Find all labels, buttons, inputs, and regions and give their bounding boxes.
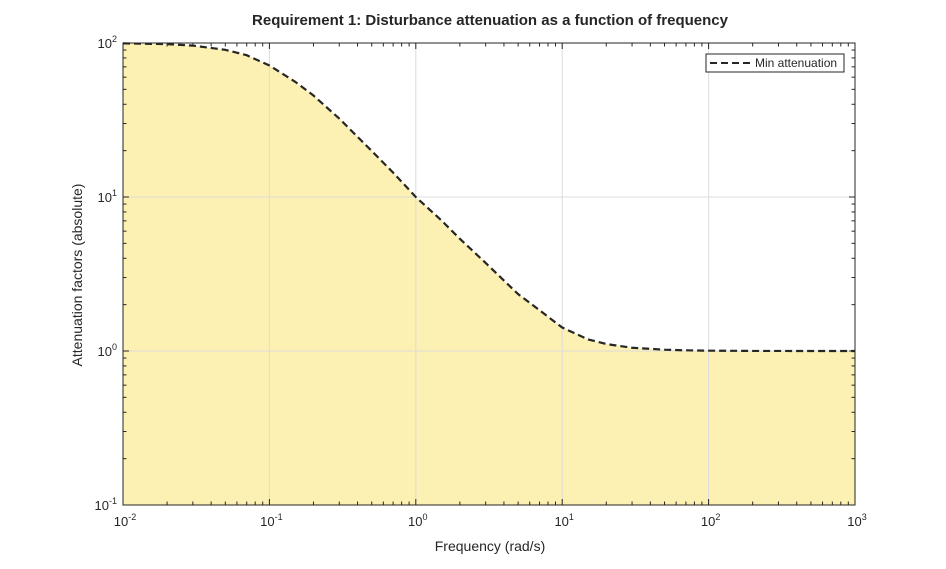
x-tick-label: 101 [554,512,573,529]
x-tick-label: 10-1 [260,512,282,529]
series-fill-min-attenuation [123,43,855,506]
y-tick-label: 101 [98,188,117,205]
x-tick-label: 102 [701,512,720,529]
axes-box [122,42,856,506]
legend-label-min-attenuation: Min attenuation [755,56,837,70]
chart-title: Requirement 1: Disturbance attenuation a… [252,12,729,29]
x-axis-label: Frequency (rad/s) [435,538,545,554]
plot-fill-layer [123,43,855,506]
x-tick-label: 103 [847,512,866,529]
y-axis-label: Attenuation factors (absolute) [69,184,85,367]
series-line-min-attenuation [122,42,856,353]
axes-layer [122,42,856,506]
legend-box [705,53,845,73]
y-tick-label: 100 [98,342,117,359]
y-tick-label: 102 [98,34,117,51]
series-layer [122,42,856,353]
y-tick-label: 10-1 [95,496,117,513]
x-tick-label: 10-2 [114,512,136,529]
x-tick-label: 100 [408,512,427,529]
legend[interactable]: Min attenuation [705,53,845,73]
